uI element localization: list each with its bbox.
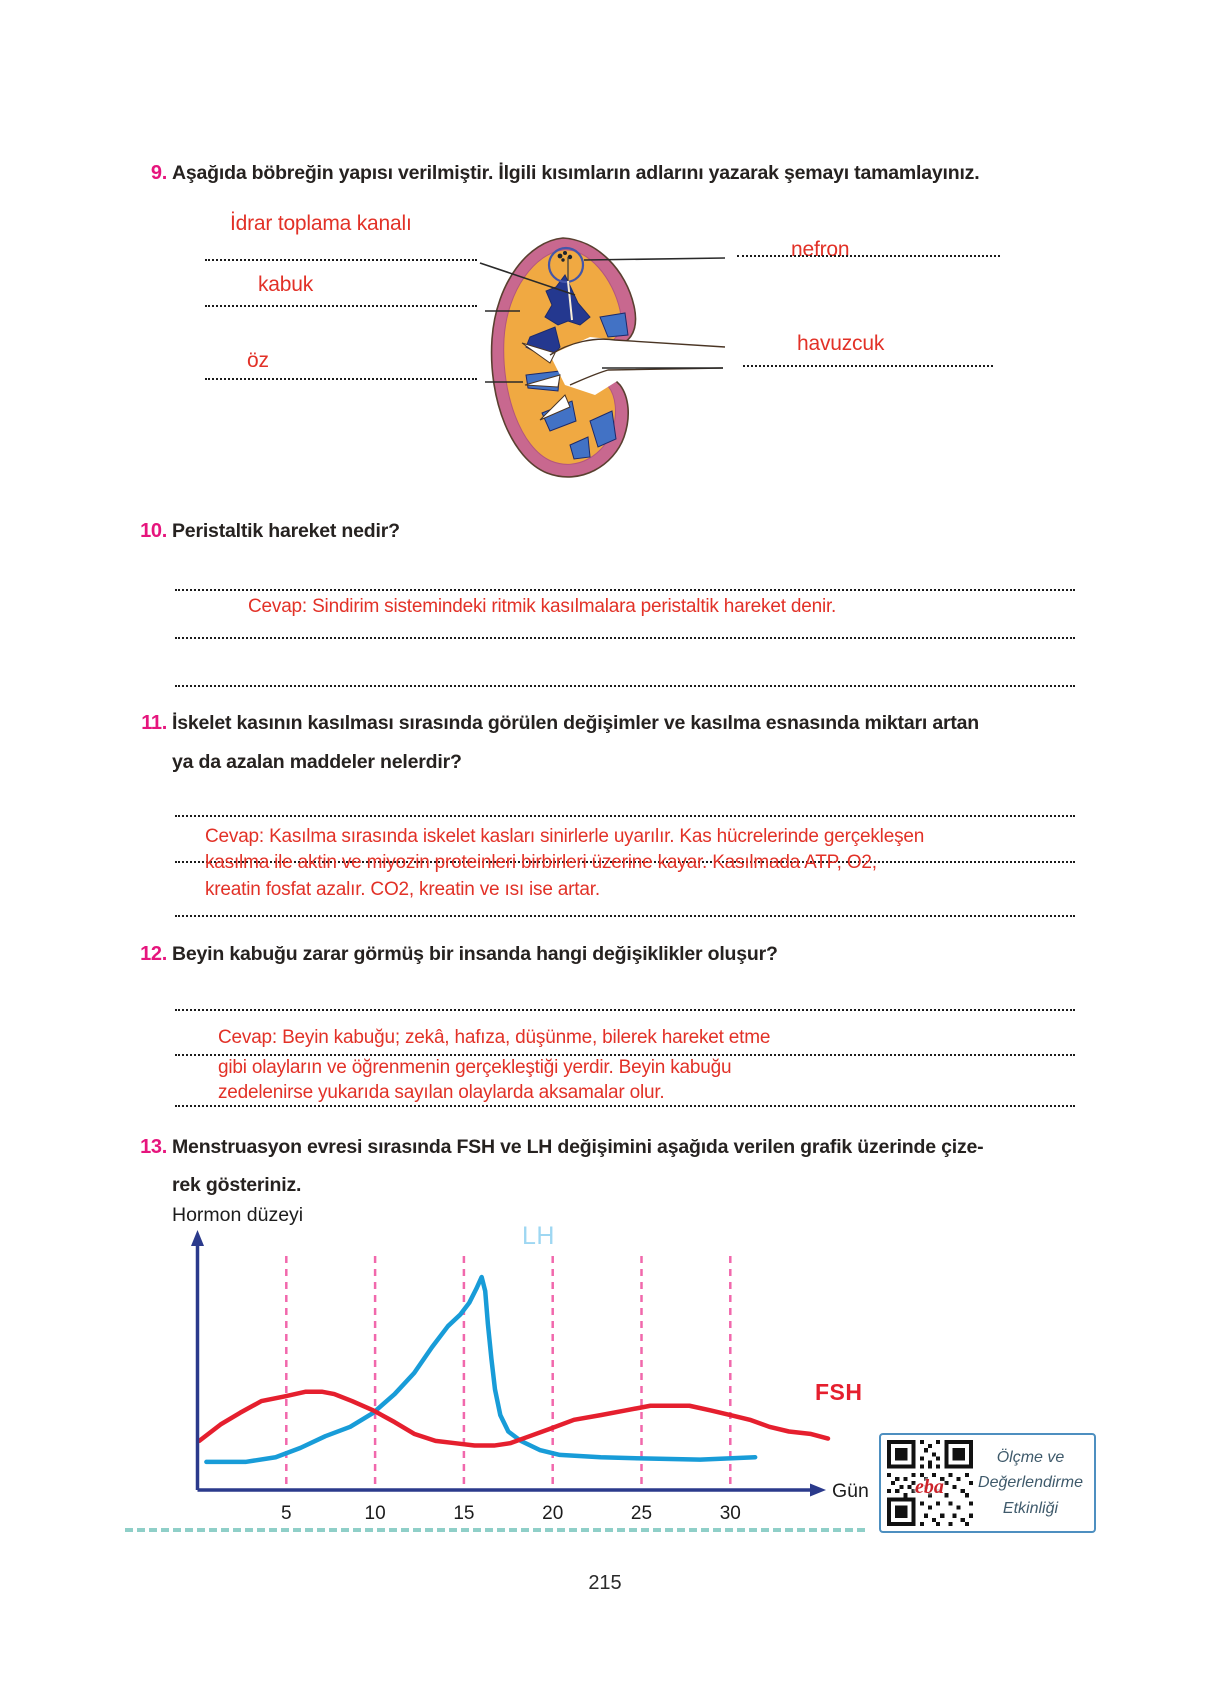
page-number: 215 — [588, 1572, 622, 1594]
collecting-duct-line — [567, 280, 573, 321]
qr-code: eba — [887, 1440, 973, 1526]
eba-logo: eba — [915, 1476, 944, 1498]
label-oz: öz — [247, 349, 269, 372]
glomerulus-dot — [563, 251, 567, 255]
question-10-text: Peristaltik hareket nedir? — [172, 520, 400, 542]
x-tick-20: 20 — [542, 1503, 563, 1524]
nephron-circle — [547, 246, 585, 284]
question-12-number: 12. — [140, 943, 167, 965]
x-tick-25: 25 — [631, 1503, 652, 1524]
answer-line — [175, 861, 1075, 863]
x-tick-30: 30 — [720, 1503, 741, 1524]
x-tick-5: 5 — [281, 1503, 292, 1524]
label-idrar-toplama-kanali: İdrar toplama kanalı — [230, 212, 412, 235]
nefron-pointer-line — [583, 257, 726, 261]
question-11-text-line1: İskelet kasının kasılması sırasında görü… — [172, 712, 980, 734]
question-11-answer-line2: kasılma ile aktin ve miyozin proteinleri… — [205, 852, 877, 873]
hilum-upper-line — [549, 338, 726, 356]
y-axis-arrow — [191, 1230, 204, 1246]
glomerulus-dot — [557, 253, 563, 259]
question-12-answer-line2: gibi olayların ve öğrenmenin gerçekleşti… — [218, 1057, 732, 1078]
blank-kabuk — [205, 305, 477, 307]
qr-caption: Ölçme ve Değerlendirme Etkinliği — [978, 1448, 1083, 1517]
blank-idrar — [205, 259, 477, 261]
question-11-answer-line1: Cevap: Kasılma sırasında iskelet kasları… — [205, 826, 925, 847]
answer-line — [175, 685, 1075, 687]
fsh-curve — [197, 1389, 831, 1448]
x-tick-labels: 5 10 15 20 25 30 — [281, 1503, 741, 1524]
question-13-text-line2: rek gösteriniz. — [172, 1174, 302, 1196]
kidney-calyx — [521, 342, 556, 364]
question-12-text: Beyin kabuğu zarar görmüş bir insanda ha… — [172, 943, 778, 965]
label-nefron: nefron — [791, 238, 850, 261]
kidney-calyx — [539, 394, 571, 421]
idrar-pointer-line — [479, 262, 576, 296]
x-tick-10: 10 — [365, 1503, 386, 1524]
answer-line — [175, 815, 1075, 817]
kidney-pyramid — [589, 410, 617, 448]
answer-line — [175, 1009, 1075, 1011]
footer-divider-dashed — [125, 1528, 865, 1532]
kidney-pelvis — [550, 337, 720, 395]
answer-line — [175, 1054, 1075, 1056]
y-axis-label: Hormon düzeyi — [172, 1204, 304, 1226]
kidney-calyx — [524, 374, 561, 388]
hilum-lower-line — [569, 367, 724, 386]
question-11-number: 11. — [141, 712, 167, 734]
x-tick-15: 15 — [453, 1503, 474, 1524]
answer-line — [175, 1105, 1075, 1107]
answer-line — [175, 637, 1075, 639]
lh-curve-label: LH — [522, 1222, 555, 1250]
glomerulus-dot — [567, 254, 573, 260]
lh-curve — [204, 1274, 758, 1465]
eba-activity-box: eba Ölçme ve Değerlendirme Etkinliği — [879, 1433, 1096, 1533]
blank-nefron — [737, 255, 1000, 257]
qr-code-pattern — [887, 1440, 973, 1526]
question-9-text: Aşağıda böbreğin yapısı verilmiştir. İlg… — [172, 162, 980, 184]
hormone-curves — [197, 1274, 831, 1465]
hormone-graph: 5 10 15 20 25 30 Gün — [191, 1230, 869, 1524]
question-11-answer-line3: kreatin fosfat azalır. CO2, kreatin ve ı… — [205, 879, 600, 900]
blank-havuzcuk — [743, 365, 993, 367]
x-axis-arrow — [810, 1483, 826, 1497]
blank-oz — [205, 378, 477, 380]
kidney-pyramid — [569, 436, 591, 460]
x-axis-label: Gün — [832, 1480, 869, 1502]
question-9-number: 9. — [150, 162, 167, 184]
question-13-number: 13. — [140, 1136, 167, 1158]
question-11-text-line2: ya da azalan maddeler nelerdir? — [172, 751, 462, 773]
question-12-answer-line3: zedelenirse yukarıda sayılan olaylarda a… — [218, 1082, 665, 1103]
kidney-pyramid-top — [544, 274, 591, 326]
grid-lines — [285, 1256, 732, 1488]
question-10-answer: Cevap: Sindirim sistemindeki ritmik kası… — [248, 596, 837, 617]
kidney-diagram — [479, 237, 726, 478]
answer-line — [175, 915, 1075, 917]
kidney-pyramid — [599, 312, 629, 338]
fsh-curve-label: FSH — [815, 1379, 863, 1405]
question-12-answer-line1: Cevap: Beyin kabuğu; zekâ, hafıza, düşün… — [218, 1027, 771, 1048]
question-13-text-line1: Menstruasyon evresi sırasında FSH ve LH … — [172, 1136, 984, 1158]
label-kabuk: kabuk — [258, 273, 314, 296]
answer-line — [175, 589, 1075, 591]
question-10-number: 10. — [140, 520, 167, 542]
glomerulus-dot — [561, 258, 565, 262]
label-havuzcuk: havuzcuk — [797, 332, 885, 355]
